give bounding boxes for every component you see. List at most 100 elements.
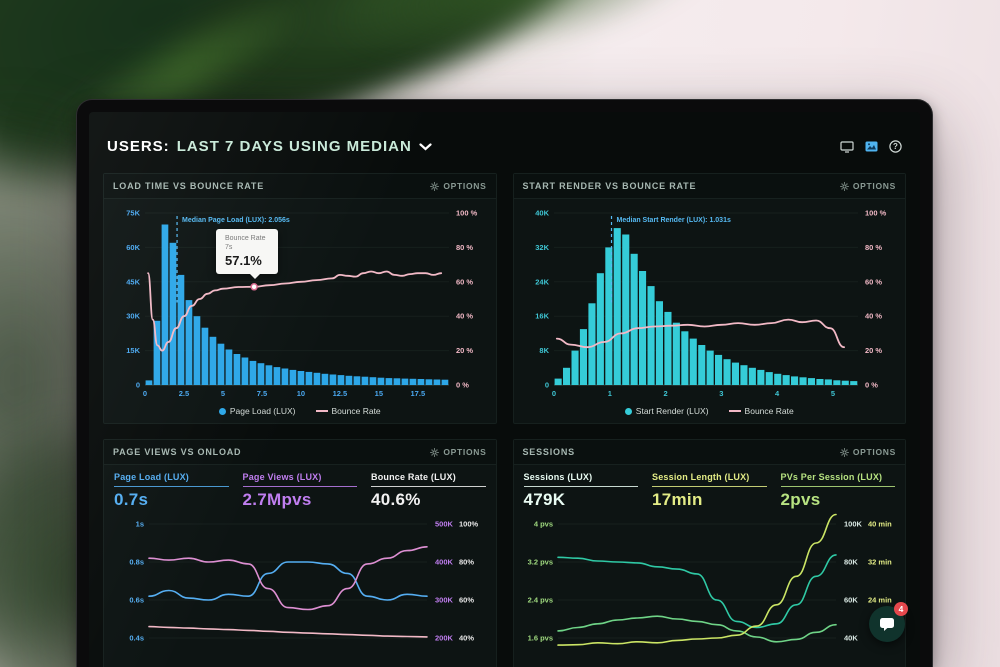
svg-text:0 %: 0 % [456,381,469,390]
options-button[interactable]: OPTIONS [840,181,896,191]
svg-text:200K: 200K [435,634,454,643]
page-title-prefix: USERS: [107,138,170,155]
chat-icon [879,617,895,632]
svg-text:2.5: 2.5 [179,389,189,398]
svg-text:100 %: 100 % [456,209,478,218]
svg-text:0: 0 [545,381,549,390]
chevron-down-icon [419,142,432,151]
chart-tooltip: Bounce Rate 7s 57.1% [216,229,278,280]
page-title-dropdown[interactable]: USERS: LAST 7 DAYS USING MEDIAN [107,138,432,155]
svg-text:300K: 300K [435,596,454,605]
svg-text:45K: 45K [126,277,140,286]
svg-text:20 %: 20 % [865,346,882,355]
svg-text:1s: 1s [135,520,143,529]
chart-page-views-vs-onload[interactable]: 1s 500K 100% 0.8s 400K 80% 0.6s 300K 60% 0.4s 200K… [111,512,489,667]
svg-text:5: 5 [221,389,225,398]
svg-text:30K: 30K [126,312,140,321]
metric-page-views: Page Views (LUX) 2.7Mpvs [242,472,357,510]
metric-value: 17min [652,490,703,509]
svg-text:60 %: 60 % [456,277,473,286]
help-icon[interactable]: ? [889,140,902,153]
svg-text:10: 10 [296,389,304,398]
gear-icon [840,447,849,457]
svg-text:80 %: 80 % [456,243,473,252]
svg-text:40K: 40K [844,634,858,643]
chart-sessions[interactable]: 4 pvs 100K 40 min 3.2 pvs 80K 32 min 2.4 pvs 60… [520,512,898,667]
gear-icon [840,181,849,191]
metric-pvs-per-session: PVs Per Session (LUX) 2pvs [780,472,895,510]
svg-text:5: 5 [831,389,835,398]
chart-area: 75K 100 % 60K 80 % 45K 60 % 30K 40 % 15K 20 % 0 0 %… [104,199,496,403]
svg-text:17.5: 17.5 [410,389,425,398]
legend-item[interactable]: Bounce Rate [315,406,381,416]
legend-item[interactable]: Page Load (LUX) [218,406,296,416]
tooltip-series: Bounce Rate [225,235,266,242]
svg-text:100%: 100% [459,520,479,529]
metrics-row: Sessions (LUX) 479K Session Length (LUX)… [514,465,906,512]
svg-text:60K: 60K [126,243,140,252]
panel-title: SESSIONS [522,447,575,457]
metric-label: Session Length (LUX) [652,472,750,482]
metric-value: 40.6% [371,490,421,509]
chart-load-time-vs-bounce[interactable]: 75K 100 % 60K 80 % 45K 60 % 30K 40 % 15K 20 % 0 0 %… [111,203,489,403]
metrics-row: Page Load (LUX) 0.7s Page Views (LUX) 2.… [104,465,496,512]
legend-line-icon [315,410,328,412]
svg-text:75K: 75K [126,209,140,218]
svg-text:100 %: 100 % [865,209,887,218]
panel-sessions: SESSIONS OPTIONS Sessions (LUX) 479 [512,439,906,667]
svg-text:20 %: 20 % [456,346,473,355]
svg-text:15: 15 [374,389,382,398]
svg-text:1.6 pvs: 1.6 pvs [528,634,553,643]
svg-text:0.4s: 0.4s [129,634,144,643]
svg-text:0.8s: 0.8s [129,558,144,567]
monitor-icon[interactable] [840,140,854,153]
svg-text:Median Page Load (LUX): 2.056s: Median Page Load (LUX): 2.056s [182,217,290,224]
metric-underline [780,486,895,487]
metric-sessions: Sessions (LUX) 479K [523,472,638,510]
legend-dot-icon [218,407,226,415]
panel-load-time-vs-bounce: LOAD TIME VS BOUNCE RATE OPTIONS 75K 100 … [103,173,497,424]
svg-text:40%: 40% [459,634,474,643]
svg-text:500K: 500K [435,520,454,529]
chat-widget[interactable]: 4 [869,602,908,642]
metric-label: PVs Per Session (LUX) [780,472,883,482]
chart-start-render-vs-bounce[interactable]: 40K 100 % 32K 80 % 24K 60 % 16K 40 % 8K 20 % 0 0 % 0… [520,203,898,403]
gear-icon [430,181,440,191]
svg-text:80%: 80% [459,558,474,567]
svg-text:40K: 40K [535,209,549,218]
panel-header: LOAD TIME VS BOUNCE RATE OPTIONS [104,174,496,199]
image-icon[interactable] [865,141,878,152]
laptop: USERS: LAST 7 DAYS USING MEDIAN ? [76,99,933,667]
svg-text:24K: 24K [535,277,549,286]
plant-leaf [320,0,730,93]
svg-text:24 min: 24 min [868,596,892,605]
metric-value: 2pvs [780,490,821,509]
options-button[interactable]: OPTIONS [430,181,486,191]
legend-line-icon [728,410,741,412]
svg-text:Median Start Render (LUX): 1.0: Median Start Render (LUX): 1.031s [617,217,731,224]
svg-text:16K: 16K [535,312,549,321]
panel-page-views-vs-onload: PAGE VIEWS VS ONLOAD OPTIONS Page Load (… [103,439,497,667]
svg-text:4: 4 [775,389,780,398]
svg-text:60%: 60% [459,596,474,605]
gear-icon [430,447,440,457]
legend: Start Render (LUX) Bounce Rate [514,403,906,423]
legend-item[interactable]: Bounce Rate [728,406,794,416]
svg-text:4 pvs: 4 pvs [534,520,553,529]
svg-text:40 %: 40 % [456,312,473,321]
legend-item[interactable]: Start Render (LUX) [624,406,709,416]
svg-text:?: ? [893,142,898,151]
panel-header: START RENDER VS BOUNCE RATE OPTIONS [513,174,905,199]
metric-label: Sessions (LUX) [523,472,593,482]
svg-text:400K: 400K [435,558,454,567]
metric-underline [523,486,638,487]
svg-text:1: 1 [608,389,612,398]
options-button[interactable]: OPTIONS [840,447,896,457]
legend-dot-icon [624,407,632,415]
svg-text:100K: 100K [844,520,863,529]
svg-text:0 %: 0 % [865,381,878,390]
svg-text:0: 0 [136,381,140,390]
chat-badge: 4 [894,602,908,616]
options-button[interactable]: OPTIONS [430,447,486,457]
